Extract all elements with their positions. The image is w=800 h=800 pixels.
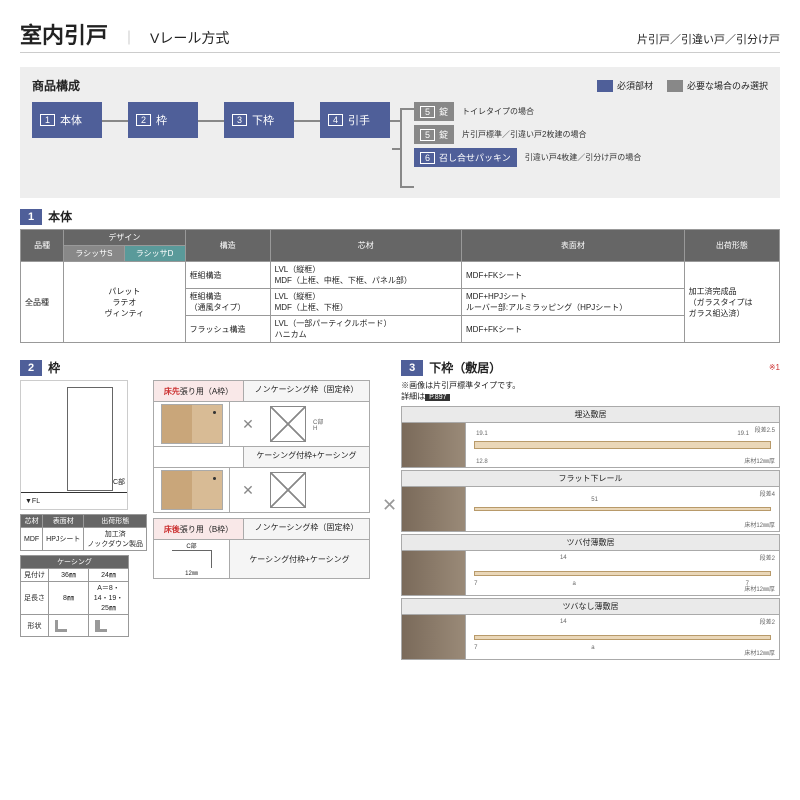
sill-item: フラット下レール 段差451床材12㎜厚: [401, 470, 780, 532]
combination-x-icon: ✕: [378, 351, 401, 660]
section-1-header: 1 本体: [20, 208, 780, 225]
page-title: 室内引戸: [20, 18, 108, 50]
door-thumb: [161, 404, 223, 444]
flow-node-3: 3下枠: [224, 102, 294, 138]
sill-item: ツバなし薄敷居 14段差27a床材12㎜厚: [401, 598, 780, 660]
frame-type-grid: 床先張り用（A枠） ノンケーシング枠（固定枠） ✕ C部H ケーシング付枠+ケー…: [153, 380, 370, 637]
page-header: 室内引戸 ｜ Vレール方式 片引戸／引違い戸／引分け戸: [20, 18, 780, 53]
casing-table: ケーシング 見付け36㎜24㎜ 足長さ8㎜A＝8・14・19・25㎜ 形状: [20, 555, 129, 637]
legend-swatch-required: [597, 80, 613, 92]
frame-material-table: 芯材表面材出荷形態 MDFHPJシート加工済 ノックダウン製品: [20, 514, 147, 551]
composition-title: 商品構成: [32, 77, 80, 94]
sill-item: 埋込敷居 段差2.519.112.819.1床材12㎜厚: [401, 406, 780, 468]
legend-swatch-optional: [667, 80, 683, 92]
sill-item: ツバ付薄敷居 14段差27a7床材12㎜厚: [401, 534, 780, 596]
cross-section-diagram: [270, 406, 306, 442]
branch-row-2: 5錠 片引戸標準／引違い戸2枚建の場合: [414, 125, 641, 144]
legend: 必須部材 必要な場合のみ選択: [597, 79, 768, 92]
sill-type-list: 埋込敷居 段差2.519.112.819.1床材12㎜厚 フラット下レール 段差…: [401, 406, 780, 660]
flow-node-4: 4引手: [320, 102, 390, 138]
section-3-header: 3 下枠（敷居） ※1: [401, 359, 780, 376]
composition-panel: 商品構成 必須部材 必要な場合のみ選択 1本体 2枠 3下枠 4引手 5錠 トイ…: [20, 67, 780, 198]
body-spec-table: 品種 デザイン 構造 芯材 表面材 出荷形態 ラシッサS ラシッサD 全品種 パ…: [20, 229, 780, 343]
section-2-header: 2 枠: [20, 359, 370, 376]
flow-diagram: 1本体 2枠 3下枠 4引手 5錠 トイレタイプの場合 5錠 片引戸標準／引違い…: [32, 102, 768, 188]
cross-section-diagram: [270, 472, 306, 508]
flow-node-2: 2枠: [128, 102, 198, 138]
title-separator: ｜: [122, 28, 136, 48]
branch-row-3: 6召し合せパッキン 引違い戸4枚建／引分け戸の場合: [414, 148, 641, 167]
door-elevation-diagram: ▼FL C部: [20, 380, 128, 510]
flow-node-1: 1本体: [32, 102, 102, 138]
page-subtitle: Vレール方式: [150, 28, 229, 48]
sill-note: ※画像は片引戸標準タイプです。 詳細はP.897: [401, 380, 780, 402]
door-types: 片引戸／引違い戸／引分け戸: [637, 31, 780, 47]
branch-row-1: 5錠 トイレタイプの場合: [414, 102, 641, 121]
legend-required: 必須部材: [617, 79, 653, 92]
door-thumb: [161, 470, 223, 510]
legend-optional: 必要な場合のみ選択: [687, 79, 768, 92]
